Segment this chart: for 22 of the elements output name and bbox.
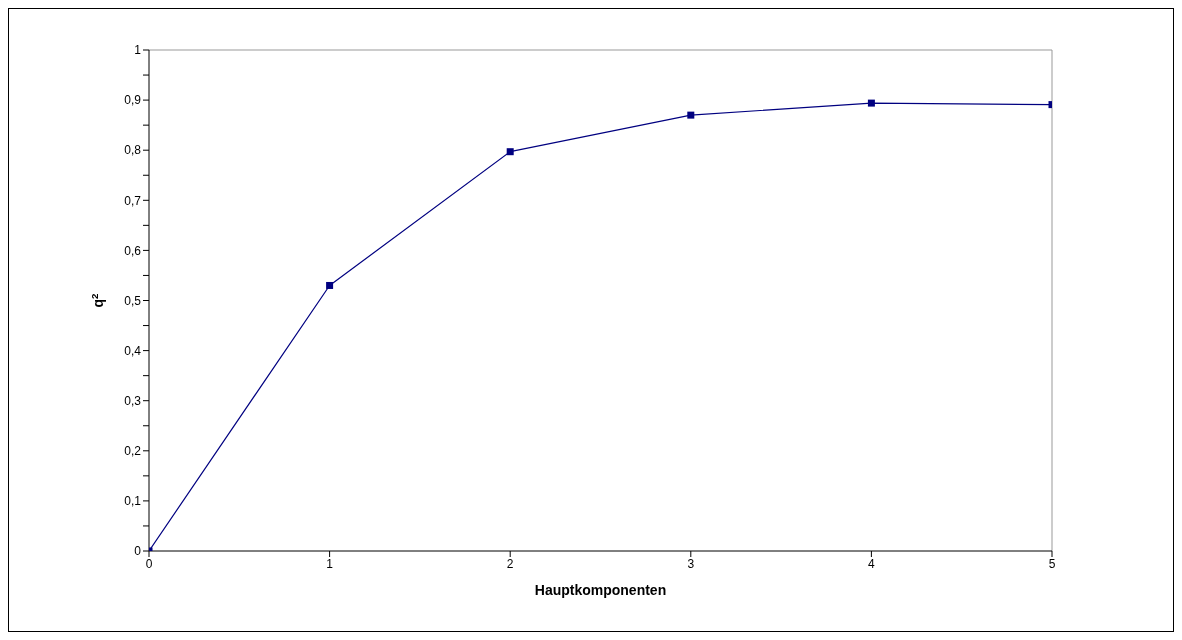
x-tick-label: 1 (326, 556, 334, 571)
point (326, 281, 334, 289)
x-axis-title: Hauptkomponenten (534, 582, 667, 598)
y-tick-label: 0,8 (124, 143, 142, 158)
point (867, 99, 875, 107)
x-tick-label: 5 (1048, 556, 1056, 571)
y-tick-label: 1 (134, 43, 142, 58)
y-tick-label: 0,6 (124, 243, 142, 258)
y-tick-label: 0,3 (124, 393, 142, 408)
y-tick-label: 0,7 (124, 193, 142, 208)
x-tick-label: 0 (145, 556, 153, 571)
y-tick-label: 0 (134, 544, 142, 559)
y-tick-label: 0,9 (124, 93, 142, 108)
y-tick-label: 0,5 (124, 293, 142, 308)
x-tick-label: 4 (868, 556, 876, 571)
x-tick-label: 2 (506, 556, 514, 571)
y-tick-label: 0,1 (124, 494, 142, 509)
x-tick-label: 3 (687, 556, 695, 571)
y-tick-label: 0,4 (124, 343, 142, 358)
point (687, 111, 695, 119)
y-tick-label: 0,2 (124, 444, 142, 459)
point (506, 148, 514, 156)
